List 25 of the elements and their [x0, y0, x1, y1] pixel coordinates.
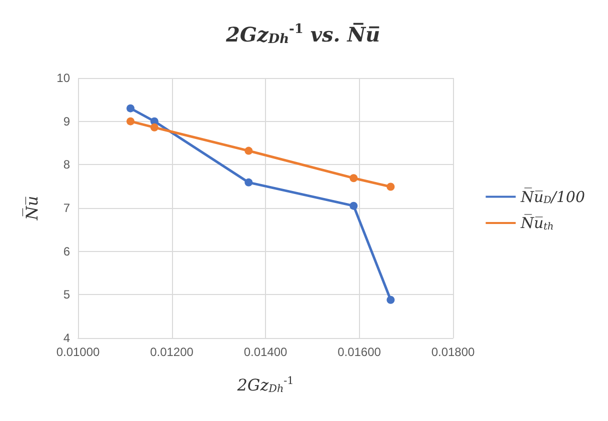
x-tick-label: 0.01200: [150, 345, 194, 359]
x-tick-label: 0.01800: [431, 345, 476, 359]
y-tick-label: 10: [56, 71, 70, 85]
chart-title: 2GzDh-1 vs. N̅u̅: [224, 22, 380, 47]
y-axis-title: N̅u̅: [22, 196, 42, 222]
x-tick-label: 0.01600: [338, 345, 382, 359]
x-tick-label: 0.01000: [56, 345, 100, 359]
legend-label: N̅u̅th: [520, 213, 554, 232]
y-tick-label: 8: [63, 158, 70, 172]
point: [126, 104, 134, 112]
point: [126, 117, 134, 126]
point: [350, 174, 358, 182]
y-tick-label: 5: [63, 288, 70, 302]
point: [244, 146, 253, 155]
point: [350, 202, 358, 210]
y-tick-label: 7: [63, 201, 70, 215]
y-tick-label: 6: [63, 244, 70, 258]
point: [386, 182, 395, 191]
y-tick-label: 4: [63, 331, 70, 345]
point: [150, 123, 158, 132]
x-tick-label: 0.01400: [244, 345, 288, 359]
point: [386, 296, 395, 304]
y-tick-label: 9: [63, 114, 70, 128]
legend-label: N̅u̅D/100: [520, 187, 586, 206]
point: [244, 178, 253, 186]
